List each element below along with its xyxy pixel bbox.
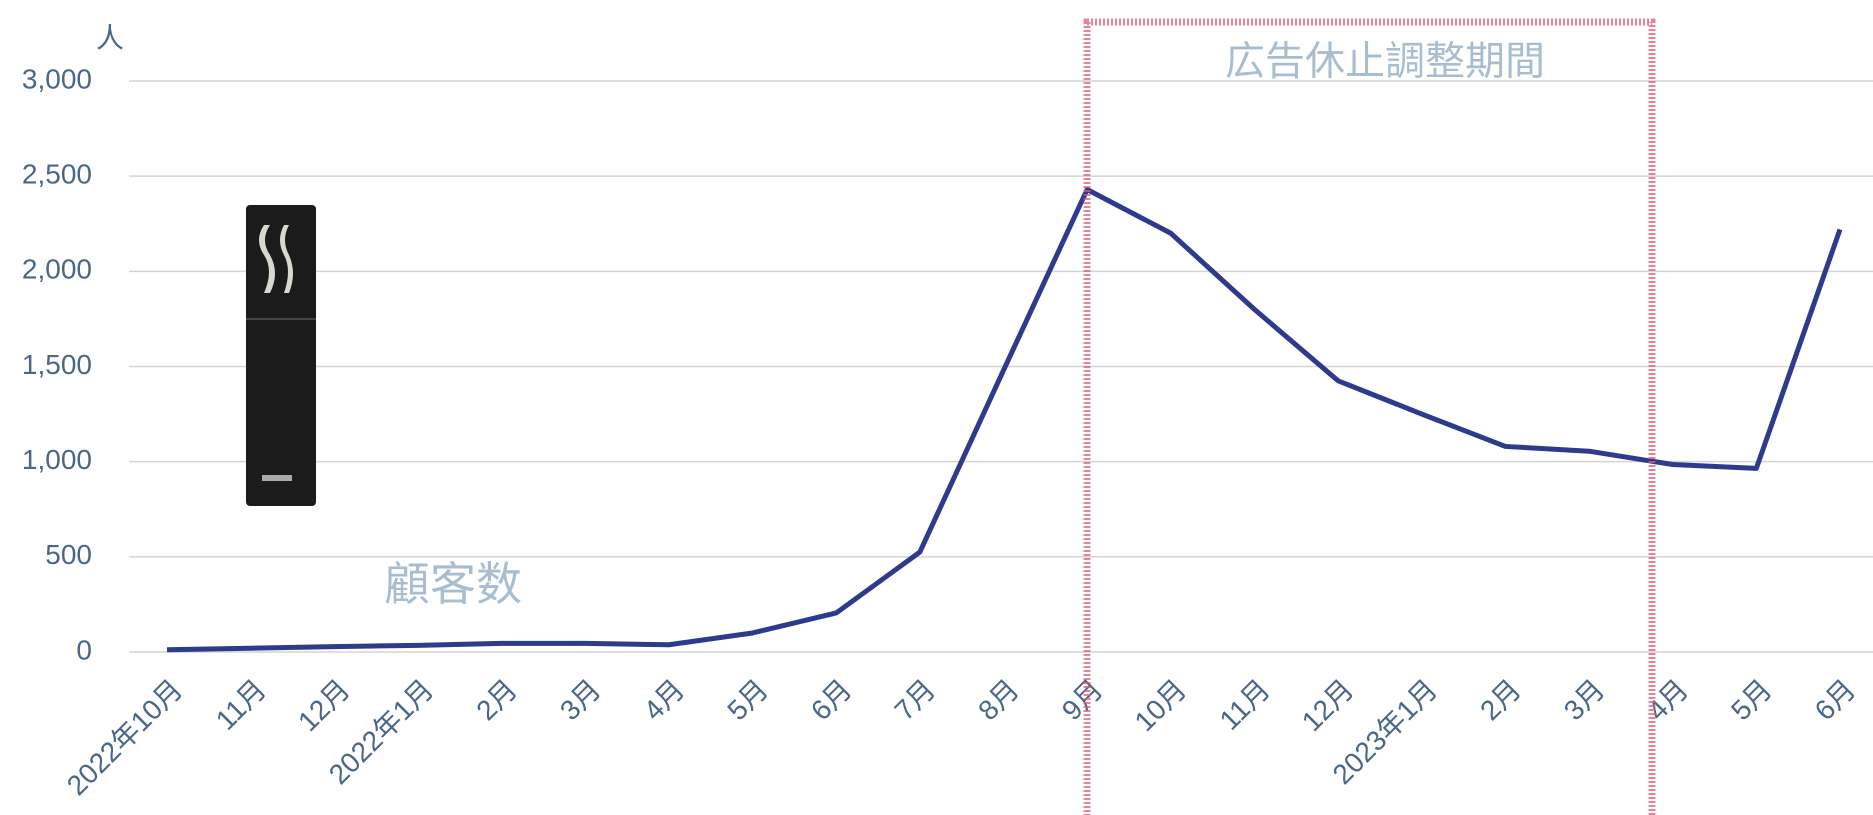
x-tick-label: 6月 bbox=[1809, 674, 1862, 727]
x-tick-label: 8月 bbox=[972, 674, 1025, 727]
product-image bbox=[246, 205, 316, 506]
x-tick-label: 2月 bbox=[470, 674, 523, 727]
x-tick-label: 11月 bbox=[210, 674, 272, 736]
y-tick-label: 3,000 bbox=[22, 63, 92, 94]
x-tick-label: 3月 bbox=[554, 674, 607, 727]
x-tick-label: 4月 bbox=[638, 674, 691, 727]
x-tick-label: 2月 bbox=[1474, 674, 1527, 727]
y-tick-label: 2,000 bbox=[22, 254, 92, 285]
y-tick-label: 2,500 bbox=[22, 159, 92, 190]
x-tick-label: 12月 bbox=[1296, 674, 1360, 738]
x-tick-label: 3月 bbox=[1558, 674, 1611, 727]
series-label: 顧客数 bbox=[384, 558, 522, 610]
y-tick-label: 1,500 bbox=[22, 349, 92, 380]
annotation: 広告休止調整期間 bbox=[1225, 40, 1545, 84]
x-tick-label: 6月 bbox=[805, 674, 858, 727]
x-tick-label: 7月 bbox=[889, 674, 942, 727]
x-tick-label: 10月 bbox=[1129, 674, 1193, 738]
y-tick-label: 0 bbox=[76, 634, 92, 665]
unit-label: 人 bbox=[96, 22, 124, 53]
highlight-box bbox=[1083, 18, 1656, 815]
y-tick-label: 500 bbox=[45, 539, 92, 570]
x-tick-label: 9月 bbox=[1056, 674, 1109, 727]
x-tick-label: 12月 bbox=[292, 674, 356, 738]
x-tick-label: 11月 bbox=[1214, 674, 1276, 736]
y-tick-label: 1,000 bbox=[22, 444, 92, 475]
x-tick-label: 2022年10月 bbox=[61, 674, 189, 802]
line bbox=[166, 186, 1843, 653]
x-tick-label: 5月 bbox=[721, 674, 774, 727]
x-tick-label: 5月 bbox=[1725, 674, 1778, 727]
